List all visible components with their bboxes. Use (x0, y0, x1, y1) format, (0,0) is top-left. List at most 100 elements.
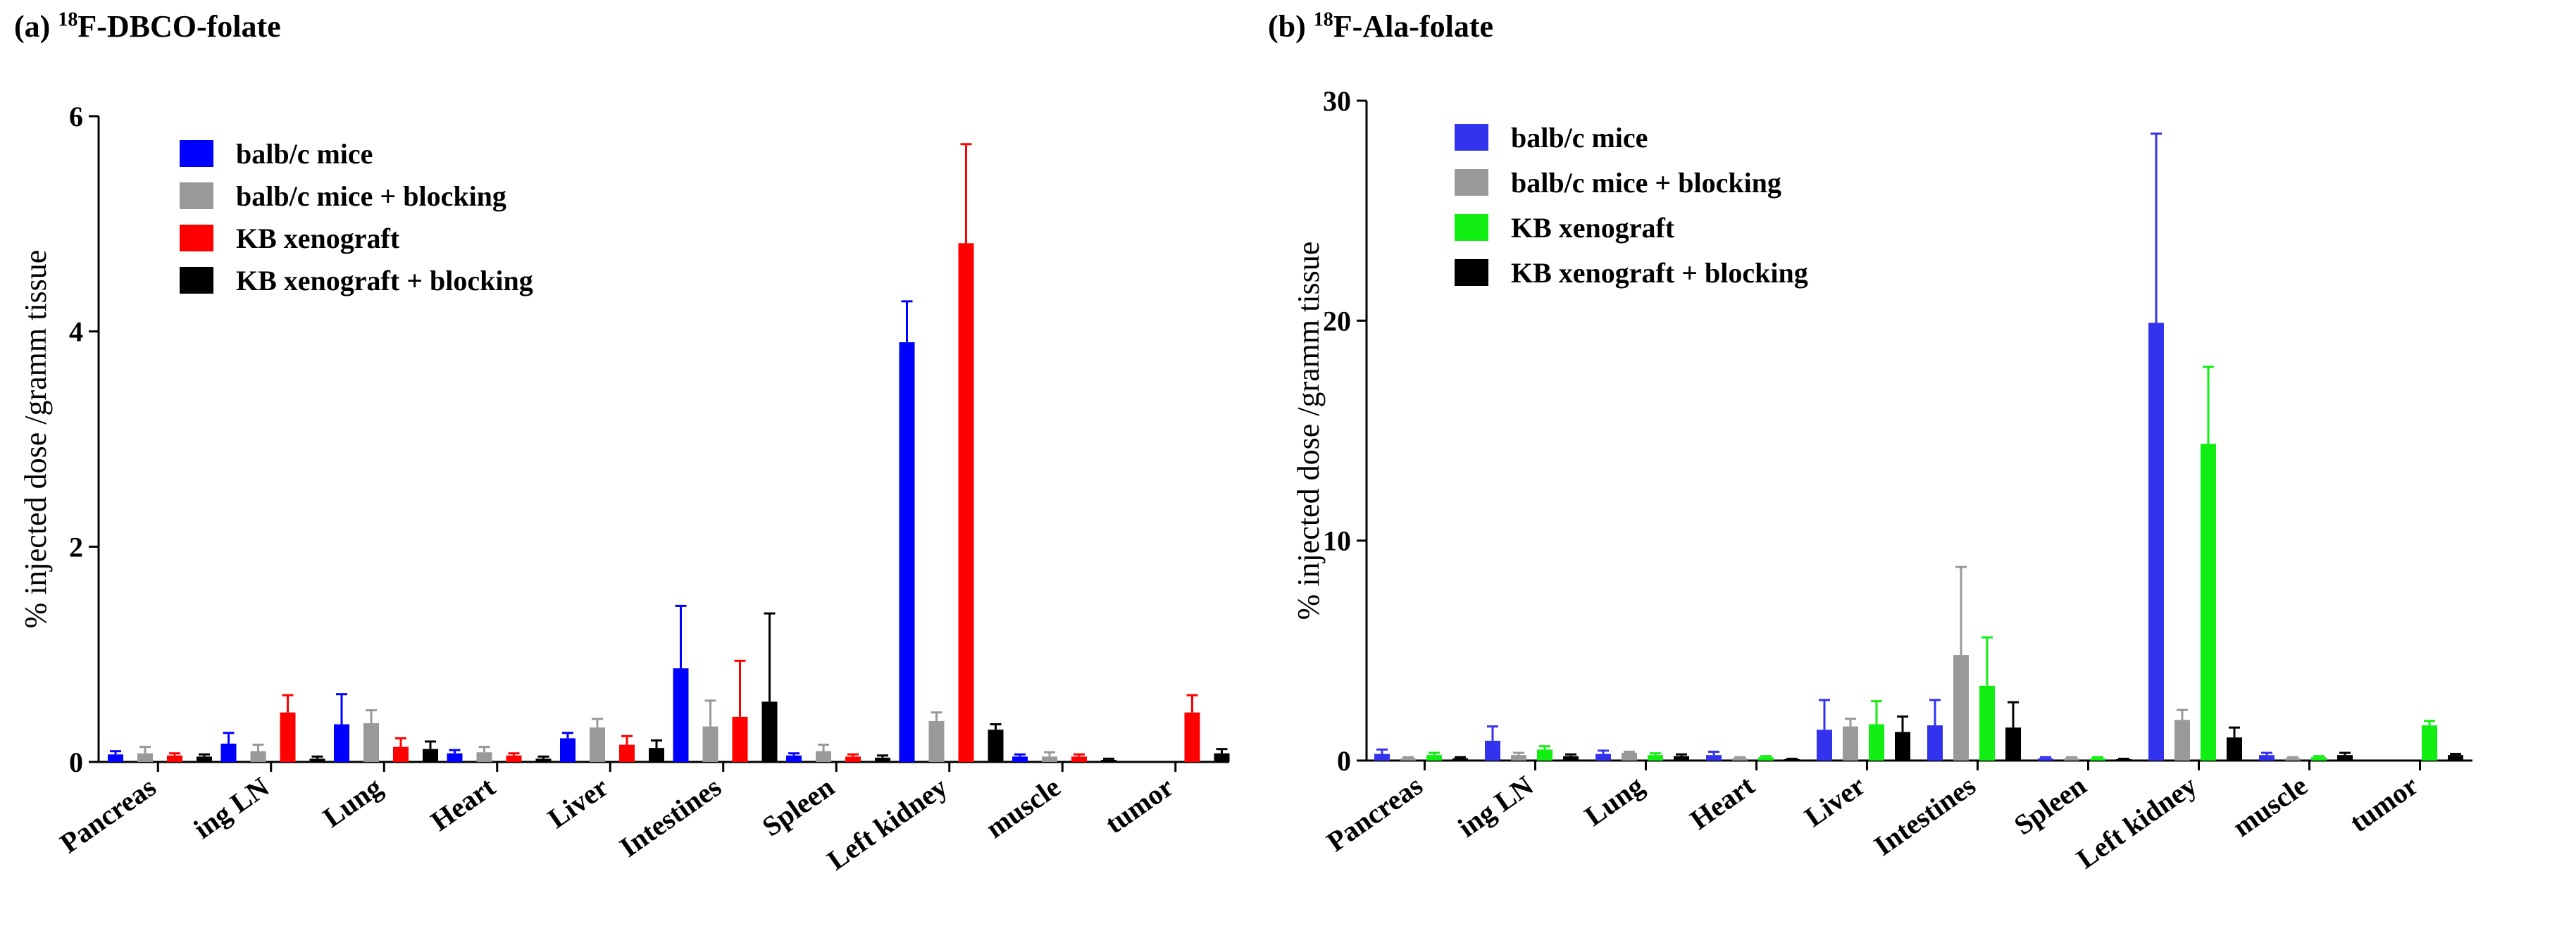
bar-balb-c-mice-blocking-muscle (1042, 756, 1057, 762)
x-tick-label: Left kidney (821, 771, 953, 877)
x-tick-label: Heart (1684, 769, 1760, 836)
bar-balb-c-mice-blocking-lung (1622, 753, 1637, 761)
panel-a-label: (a) (14, 9, 51, 44)
legend-swatch (1455, 169, 1488, 196)
bar-kb-xenograft-lung (393, 746, 409, 762)
bar-kb-xenograft-blocking-tumor (1214, 753, 1230, 762)
x-tick-label: tumor (2344, 770, 2423, 839)
bar-kb-xenograft-heart (506, 755, 522, 762)
x-tick-label: ing LN (188, 770, 275, 844)
bar-kb-xenograft-blocking-muscle (2337, 755, 2353, 761)
bar-kb-xenograft-tumor (2422, 725, 2437, 761)
bar-balb-c-mice-spleen (786, 755, 802, 762)
bar-balb-c-mice-muscle (1012, 756, 1028, 762)
bar-balb-c-mice-blocking-intestines (1953, 655, 1969, 761)
legend-swatch (180, 225, 213, 251)
bar-kb-xenograft-muscle (2311, 757, 2327, 761)
panel-b-isotope: 18 (1313, 8, 1333, 31)
legend-label: balb/c mice (1511, 122, 1648, 154)
bar-balb-c-mice-blocking-pancreas (1400, 758, 1416, 761)
bar-kb-xenograft-blocking-liver (649, 748, 664, 762)
bar-kb-xenograft-lung (1648, 755, 1663, 761)
bar-kb-xenograft-blocking-left-kidney (988, 730, 1004, 762)
panel-a-name: F-DBCO-folate (77, 9, 281, 44)
x-tick-label: muscle (980, 771, 1066, 844)
bar-kb-xenograft-blocking-pancreas (1452, 758, 1468, 761)
bar-kb-xenograft-pancreas (167, 755, 182, 762)
bar-kb-xenograft-blocking-liver (1895, 732, 1910, 761)
bar-kb-xenograft-intestines (732, 716, 748, 762)
bar-balb-c-mice-blocking-ing-ln (1511, 755, 1526, 761)
x-tick-label: Spleen (2008, 770, 2092, 842)
bar-kb-xenograft-blocking-lung (423, 749, 438, 762)
bar-balb-c-mice-blocking-left-kidney (2174, 720, 2190, 761)
bar-kb-xenograft-left-kidney (2201, 444, 2216, 761)
x-tick-label: Liver (542, 771, 614, 834)
bar-kb-xenograft-left-kidney (958, 243, 974, 762)
bar-balb-c-mice-blocking-lung (363, 723, 379, 762)
bar-balb-c-mice-blocking-ing-ln (250, 751, 266, 762)
legend-label: balb/c mice (236, 138, 373, 170)
y-tick-label: 0 (1337, 745, 1351, 777)
y-tick-label: 2 (69, 531, 83, 563)
bar-balb-c-mice-muscle (2259, 755, 2275, 761)
panel-a-title: (a) 18F-DBCO-folate (14, 8, 281, 44)
bar-kb-xenograft-heart (1758, 757, 1774, 761)
y-tick-label: 10 (1323, 525, 1351, 557)
bar-kb-xenograft-muscle (1071, 756, 1087, 762)
bar-kb-xenograft-tumor (1184, 712, 1200, 762)
legend-label: balb/c mice + blocking (236, 180, 506, 212)
bar-kb-xenograft-spleen (2090, 758, 2105, 761)
bar-kb-xenograft-blocking-spleen (875, 757, 890, 762)
x-tick-label: Pancreas (1321, 770, 1429, 858)
panel-b-name: F-Ala-folate (1333, 9, 1494, 44)
y-tick-label: 0 (69, 746, 83, 778)
bar-balb-c-mice-blocking-pancreas (137, 753, 153, 762)
bar-balb-c-mice-intestines (1927, 725, 1943, 761)
bar-balb-c-mice-liver (560, 738, 575, 762)
chart-b: 0 10 20 30 % injected dose /gramm tissue Panc… (1291, 85, 2472, 875)
bar-balb-c-mice-liver (1817, 730, 1832, 761)
bar-balb-c-mice-blocking-liver (1843, 726, 1858, 761)
y-tick-label: 30 (1323, 85, 1351, 117)
bar-kb-xenograft-blocking-intestines (2005, 727, 2021, 761)
bar-balb-c-mice-spleen (2038, 758, 2053, 761)
bar-balb-c-mice-lung (1595, 753, 1611, 761)
legend-swatch (1455, 259, 1488, 286)
bar-balb-c-mice-blocking-spleen (2064, 758, 2079, 761)
bar-balb-c-mice-left-kidney (899, 342, 915, 762)
bar-balb-c-mice-blocking-liver (590, 727, 605, 762)
bar-kb-xenograft-spleen (845, 756, 861, 762)
legend-swatch (180, 267, 213, 294)
bar-kb-xenograft-intestines (1979, 685, 1995, 761)
bar-kb-xenograft-blocking-heart (535, 758, 552, 762)
panel-a-isotope: 18 (58, 8, 78, 31)
x-tick-label: Left kidney (2071, 770, 2203, 875)
x-tick-label: Pancreas (54, 771, 162, 860)
x-tick-label: muscle (2227, 770, 2313, 843)
x-tick-label: Intestines (614, 771, 727, 863)
bar-balb-c-mice-blocking-muscle (2285, 758, 2301, 761)
bar-balb-c-mice-heart (1706, 755, 1722, 761)
bar-kb-xenograft-blocking-tumor (2448, 755, 2463, 761)
bar-kb-xenograft-ing-ln (280, 712, 296, 762)
bar-kb-xenograft-blocking-muscle (1101, 759, 1116, 762)
panel-b-title: (b) 18F-Ala-folate (1268, 8, 1493, 44)
bar-balb-c-mice-blocking-heart (1732, 758, 1748, 761)
bar-kb-xenograft-blocking-lung (1674, 756, 1689, 761)
x-tick-label: Heart (425, 770, 501, 837)
x-tick-label: Spleen (757, 771, 840, 843)
bar-kb-xenograft-liver (619, 744, 635, 762)
bar-kb-xenograft-blocking-ing-ln (1563, 756, 1579, 761)
x-tick-label: Liver (1798, 770, 1870, 833)
x-tick-label: Lung (317, 771, 387, 834)
bar-kb-xenograft-pancreas (1426, 755, 1442, 761)
y-tick-label: 6 (69, 101, 83, 132)
bar-balb-c-mice-heart (447, 753, 463, 762)
bar-balb-c-mice-ing-ln (1485, 740, 1500, 761)
y-axis-label: % injected dose /gramm tissue (18, 250, 53, 629)
bar-balb-c-mice-pancreas (108, 754, 123, 762)
chart-a: 0 2 4 6 % injected dose /gramm tissue Pancrea… (18, 101, 1230, 877)
panel-b-label: (b) (1268, 9, 1306, 44)
x-tick-label: Intestines (1868, 770, 1981, 862)
